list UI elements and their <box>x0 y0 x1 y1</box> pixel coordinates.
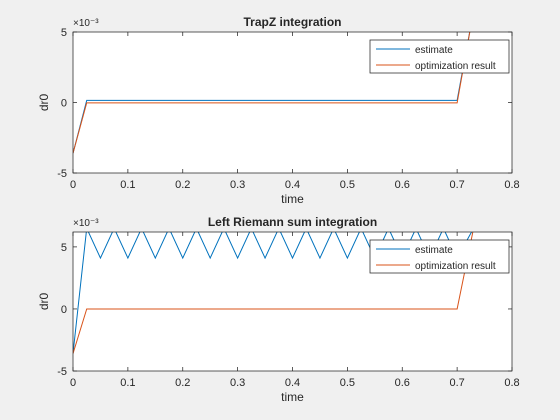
x-tick-label: 0.4 <box>285 377 300 389</box>
legend-label: estimate <box>415 245 453 256</box>
x-tick-label: 0.1 <box>120 179 135 191</box>
chart-title: Left Riemann sum integration <box>208 215 377 229</box>
x-tick-label: 0.3 <box>230 377 245 389</box>
x-tick-label: 0.6 <box>395 377 410 389</box>
legend: estimate optimization result <box>369 239 510 274</box>
x-axis-label: time <box>281 390 304 404</box>
x-tick-label: 0.5 <box>340 179 355 191</box>
y-exponent-label: ×10⁻³ <box>73 18 99 29</box>
x-tick-label: 0.8 <box>504 179 519 191</box>
chart-1: 0 0.1 0.2 0.3 0.4 0.5 0.6 0.7 0.8-505×10⁻³ TrapZ … <box>37 15 520 206</box>
legend-label: estimate <box>415 45 453 56</box>
y-tick-label: -5 <box>57 366 67 378</box>
legend: estimate optimization result <box>369 39 510 74</box>
y-tick-label: 5 <box>61 242 67 254</box>
axes-layer: 0 0.1 0.2 0.3 0.4 0.5 0.6 0.7 0.8-505×10⁻³ TrapZ … <box>37 15 520 404</box>
y-tick-label: 0 <box>61 304 67 316</box>
x-tick-label: 0.2 <box>175 377 190 389</box>
legend-label: optimization result <box>415 61 496 72</box>
x-tick-label: 0.7 <box>449 179 464 191</box>
x-tick-label: 0.3 <box>230 179 245 191</box>
legend-box <box>369 39 510 74</box>
y-tick-label: 5 <box>61 27 67 39</box>
y-tick-label: -5 <box>57 168 67 180</box>
y-axis-label: dr0 <box>37 94 51 112</box>
x-tick-label: 0.8 <box>504 377 519 389</box>
y-tick-label: 0 <box>61 98 67 110</box>
legend-label: optimization result <box>415 261 496 272</box>
x-axis-label: time <box>281 192 304 206</box>
x-tick-label: 0 <box>70 377 76 389</box>
chart-title: TrapZ integration <box>243 15 341 29</box>
x-tick-label: 0.4 <box>285 179 300 191</box>
y-axis-label: dr0 <box>37 293 51 311</box>
x-tick-label: 0.1 <box>120 377 135 389</box>
x-tick-label: 0.5 <box>340 377 355 389</box>
chart-2: 0 0.1 0.2 0.3 0.4 0.5 0.6 0.7 0.8-505×10⁻³ Left R… <box>37 215 520 404</box>
y-exponent-label: ×10⁻³ <box>73 218 99 229</box>
x-tick-label: 0 <box>70 179 76 191</box>
x-tick-label: 0.2 <box>175 179 190 191</box>
x-tick-label: 0.7 <box>449 377 464 389</box>
legend-box <box>369 239 510 274</box>
x-tick-label: 0.6 <box>395 179 410 191</box>
